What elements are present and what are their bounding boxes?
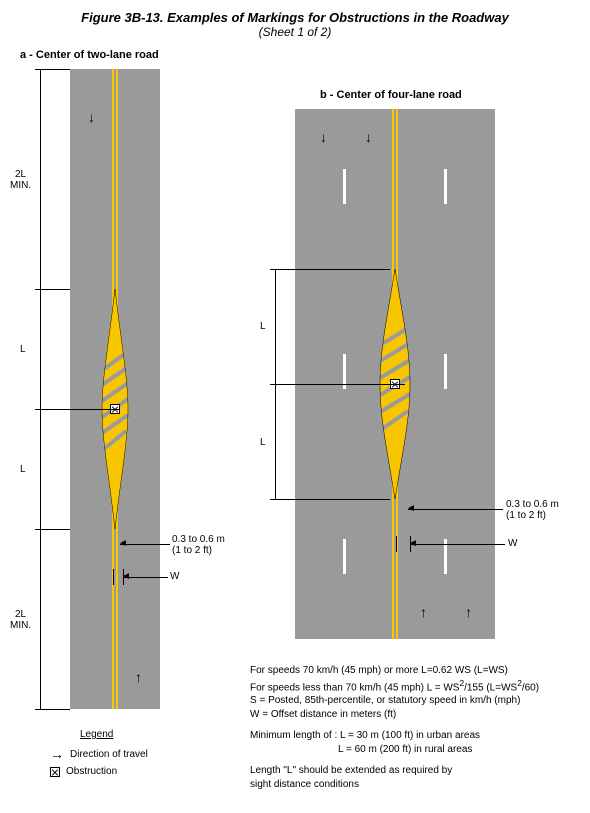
dim-tick [270,499,390,501]
dim-2l-bottom: 2L MIN. [10,609,31,631]
arrow-down-a: ↓ [88,109,95,125]
dim-l-upper-a: L [20,344,26,355]
arrow-up-b2: ↑ [465,604,472,620]
dim-line-a [40,69,41,709]
legend: Legend → Direction of travel Obstruction [50,729,148,781]
legend-obstruction-row: Obstruction [50,766,148,777]
callout-w-a: W [170,571,179,582]
dim-tick [35,409,120,411]
w-tick [396,536,397,552]
w-tick [410,536,411,552]
direction-arrow-icon: → [50,746,64,762]
note-line5: Minimum length of : L = 30 m (100 ft) in… [250,729,580,743]
dim-tick [270,269,390,271]
legend-obstruction-label: Obstruction [66,766,117,777]
dim-tick [270,384,405,386]
panel-b-markings [295,109,495,639]
arrow-down-b2: ↓ [365,129,372,145]
legend-direction-row: → Direction of travel [50,746,148,762]
note-line3: S = Posted, 85th-percentile, or statutor… [250,694,580,708]
panel-a-label: a - Center of two-lane road [20,49,159,61]
note-line1: For speeds 70 km/h (45 mph) or more L=0.… [250,664,580,678]
legend-direction-label: Direction of travel [70,749,148,760]
figure-sheet: (Sheet 1 of 2) [10,25,580,39]
arrow-up-b1: ↑ [420,604,427,620]
callout-offset-b: 0.3 to 0.6 m (1 to 2 ft) [506,499,559,521]
dim-l-lower-a: L [20,464,26,475]
dim-tick [35,709,70,711]
note-line7: Length "L" should be extended as require… [250,764,580,778]
dim-tick [35,289,70,291]
callout-line [408,509,503,510]
legend-title: Legend [80,729,148,740]
dim-l-upper-b: L [260,321,266,332]
note-line6: L = 60 m (200 ft) in rural areas [250,743,580,757]
arrow-up-a: ↑ [135,669,142,685]
w-tick [123,569,124,585]
panel-b-label: b - Center of four-lane road [320,89,462,101]
w-tick [113,569,114,585]
note-line4: W = Offset distance in meters (ft) [250,708,580,722]
panel-a-markings [70,69,160,709]
callout-w-b: W [508,538,517,549]
obstruction-icon [50,767,60,777]
dim-tick [35,529,70,531]
callout-line [410,544,505,545]
dim-l-lower-b: L [260,437,266,448]
arrow-down-b1: ↓ [320,129,327,145]
dim-2l-top: 2L MIN. [10,169,31,191]
note-line8: sight distance conditions [250,778,580,792]
arrow-icon: ◄ [118,538,128,549]
figure-title: Figure 3B-13. Examples of Markings for O… [10,10,580,25]
arrow-icon: ◄ [406,503,416,514]
notes-block: For speeds 70 km/h (45 mph) or more L=0.… [250,664,580,791]
note-line2: For speeds less than 70 km/h (45 mph) L … [250,678,580,695]
diagram-container: a - Center of two-lane road ↓ ↑ 2L MIN. … [10,49,580,799]
callout-offset-a: 0.3 to 0.6 m (1 to 2 ft) [172,534,225,556]
dim-tick [35,69,70,71]
